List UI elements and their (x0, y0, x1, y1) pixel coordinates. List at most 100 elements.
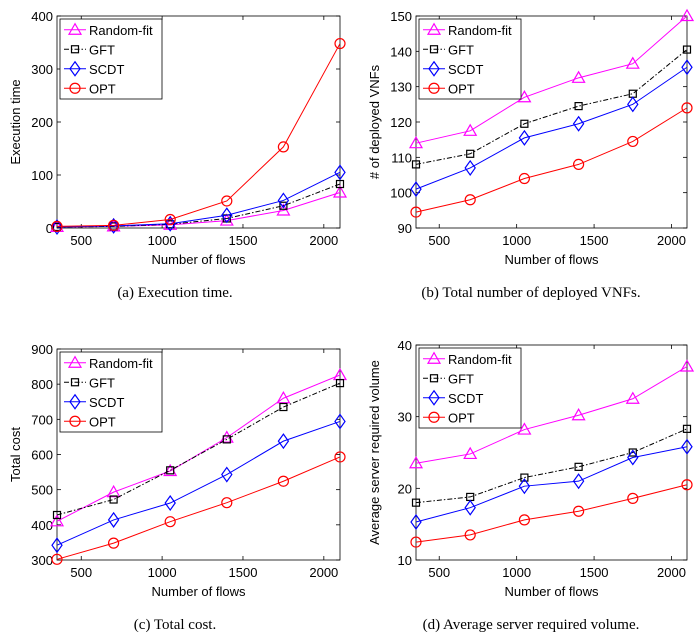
diamond-marker (410, 181, 422, 198)
square-marker (109, 495, 118, 504)
legend-entry: Random-fit (448, 352, 512, 367)
square-marker (70, 378, 80, 387)
circle-marker (277, 475, 289, 487)
circle-marker (334, 37, 346, 50)
x-tick-label: 1500 (580, 233, 609, 248)
circle-marker (681, 479, 693, 491)
triangle-marker (571, 408, 586, 421)
circle-marker (107, 537, 120, 549)
square-marker (411, 498, 421, 507)
circle-marker (107, 219, 120, 231)
y-tick-label: 400 (31, 9, 53, 24)
x-tick-label: 2000 (657, 565, 686, 580)
y-axis-label: Average server required volume (367, 360, 382, 545)
series-line (56, 456, 341, 560)
y-tick-label: 300 (31, 62, 53, 77)
triangle-marker (408, 456, 424, 469)
circle-marker (518, 172, 531, 185)
diamond-marker (681, 438, 693, 455)
diamond-marker (277, 192, 290, 209)
chart-panel-a: 500 1000 1500 2000 0 100 200 300 400 Number of fl… (8, 9, 348, 301)
y-tick-label: 140 (390, 44, 412, 59)
series-line (415, 428, 688, 504)
triangle-marker (426, 351, 442, 364)
diamond-marker (334, 413, 346, 430)
diamond-marker (164, 494, 176, 512)
legend-box (59, 18, 163, 100)
circle-marker (221, 195, 233, 207)
legend-entry: SCDT (448, 391, 483, 406)
y-tick-label: 200 (31, 115, 53, 130)
diamond-marker (428, 389, 440, 406)
circle-marker (334, 451, 346, 463)
square-marker (279, 201, 288, 210)
series-random-fit (408, 359, 694, 469)
series-opt (51, 451, 346, 565)
y-tick-label: 800 (31, 377, 53, 392)
y-tick-label: 20 (398, 481, 412, 496)
circle-marker (681, 102, 693, 114)
series-gft (411, 45, 692, 169)
diamond-marker (410, 513, 422, 531)
diamond-marker (221, 466, 233, 483)
triangle-marker (49, 514, 65, 527)
y-tick-label: 40 (398, 338, 412, 353)
diamond-marker (51, 218, 63, 235)
series-scdt (410, 438, 693, 531)
y-tick-label: 600 (31, 448, 53, 463)
x-tick-label: 500 (428, 565, 450, 580)
legend-entry: GFT (448, 42, 474, 57)
chart-panel-b: 500 1000 1500 2000 90 100 110 120 130 140 150 Numbe… (367, 8, 694, 301)
diamond-marker (464, 159, 476, 176)
square-marker (52, 510, 62, 520)
diamond-marker (69, 60, 81, 77)
y-tick-label: 900 (31, 342, 53, 357)
series-gft (52, 379, 345, 520)
square-marker (682, 424, 692, 433)
circle-marker (572, 158, 585, 170)
square-marker (628, 448, 637, 457)
y-axis-label: Total cost (8, 427, 23, 482)
y-tick-label: 30 (398, 410, 412, 425)
series-random-fit (408, 8, 694, 149)
circle-marker (464, 194, 476, 206)
legend-entry: GFT (89, 42, 115, 57)
triangle-marker (408, 135, 424, 149)
legend-box (59, 351, 163, 433)
circle-marker (69, 415, 81, 427)
x-tick-label: 2000 (309, 565, 338, 580)
plot-area-frame (415, 344, 688, 561)
diamond-marker (627, 96, 639, 113)
x-tick-label: 1500 (580, 565, 609, 580)
series-line (415, 484, 688, 543)
legend-entry: OPT (89, 81, 116, 96)
square-marker (574, 462, 583, 471)
series-opt (410, 479, 693, 548)
circle-marker (428, 82, 440, 94)
diamond-marker (69, 393, 81, 410)
triangle-marker (517, 90, 532, 103)
x-axis-label: Number of flows (505, 252, 599, 267)
circle-marker (51, 220, 63, 233)
square-marker (166, 466, 175, 475)
y-tick-label: 100 (390, 186, 412, 201)
circle-marker (221, 497, 233, 509)
legend-entry: SCDT (89, 62, 124, 77)
chart-panel-d: 500 1000 1500 2000 10 20 30 40 Number of flows Av… (367, 338, 694, 633)
chart-panel-c: 500 1000 1500 2000 300 400 500 600 700 800 900 Numb… (8, 342, 348, 633)
diamond-marker (221, 207, 233, 224)
y-tick-label: 700 (31, 412, 53, 427)
square-marker (682, 45, 692, 54)
series-random-fit (49, 185, 348, 233)
y-axis-label: # of deployed VNFs (367, 64, 382, 179)
circle-marker (518, 514, 531, 526)
circle-marker (410, 206, 422, 218)
legend: Random-fit GFT SCDT OPT (59, 18, 163, 100)
y-tick-label: 100 (31, 168, 53, 183)
series-line (415, 107, 688, 213)
diamond-marker (518, 478, 531, 495)
series-line (415, 366, 688, 464)
square-marker (520, 473, 529, 482)
legend-entry: SCDT (448, 62, 483, 77)
legend-box (418, 18, 522, 100)
